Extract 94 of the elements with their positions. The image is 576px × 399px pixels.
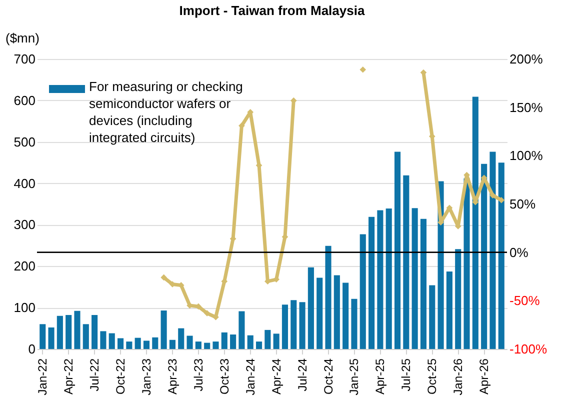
point: [498, 196, 505, 204]
bar: [186, 336, 193, 349]
bar: [282, 304, 288, 349]
bar: [299, 302, 306, 349]
y2-tick-label: 200%: [510, 52, 544, 66]
x-tick-label: Jul-24: [295, 358, 310, 392]
x-tick-label: Jan-23: [139, 358, 154, 396]
x-tick-label: Oct-24: [321, 358, 336, 395]
bar: [134, 338, 141, 349]
x-tick-label: Oct-25: [425, 358, 440, 395]
bar: [420, 218, 427, 349]
bar: [40, 324, 46, 349]
bar: [74, 310, 80, 349]
bar: [490, 152, 496, 349]
bar: [446, 272, 452, 349]
x-tick-label: Apr-26: [477, 358, 492, 395]
bar: [48, 327, 54, 349]
x-tick-label: Oct-22: [114, 358, 128, 395]
x-tick-label: Jan-26: [451, 358, 466, 396]
bar: [256, 342, 262, 349]
x-tick-label: Apr-25: [373, 358, 388, 395]
bar: [368, 216, 375, 349]
bar: [195, 342, 202, 349]
y-tick-label: 400: [14, 176, 36, 191]
y-tick-label: 100: [14, 300, 36, 316]
x-tick-label: Oct-23: [217, 358, 232, 395]
bar: [273, 334, 280, 349]
bar: [377, 210, 384, 349]
bar: [455, 249, 462, 349]
bar: [360, 234, 366, 349]
bar: [126, 342, 132, 349]
y-axis-title: ($mn): [6, 30, 40, 46]
x-tick-label: Apr-22: [62, 358, 76, 395]
bar: [290, 300, 297, 349]
bar: [472, 96, 478, 349]
bar: [143, 340, 150, 349]
y2-tick-label: -100%: [510, 342, 548, 356]
bar: [481, 164, 488, 349]
y2-tick-label: -50%: [510, 293, 540, 308]
bar: [221, 332, 228, 349]
bar: [342, 282, 349, 349]
chart-title: Import - Taiwan from Malaysia: [179, 3, 366, 18]
bar: [82, 324, 89, 349]
x-tick-label: Jan-22: [36, 358, 50, 396]
bar: [412, 208, 418, 349]
bar: [204, 342, 210, 349]
bar: [160, 310, 167, 349]
y-tick-label: 300: [14, 217, 36, 232]
bar: [247, 335, 254, 349]
x-tick-label: Jan-24: [243, 358, 258, 396]
legend-label: For measuring or checking semiconductor wafers or devices (including integrated circuits): [89, 79, 243, 145]
y-tick-label: 0: [28, 342, 36, 356]
bar: [238, 311, 245, 349]
bar: [169, 340, 176, 349]
point: [490, 192, 496, 198]
bar: [100, 331, 106, 349]
bar: [316, 278, 323, 349]
y-tick-label: 700: [14, 52, 36, 66]
bar: [325, 246, 332, 349]
y2-tick-label: 0%: [510, 244, 529, 260]
y2-tick-label: 150%: [510, 100, 544, 115]
x-tick-label: Apr-23: [165, 358, 180, 395]
bar: [394, 152, 401, 349]
point: [160, 274, 167, 281]
point: [360, 66, 366, 73]
bar: [178, 328, 184, 349]
x-tick-label: Jul-23: [191, 358, 206, 392]
bar: [117, 338, 124, 349]
x-tick-label: Jan-25: [347, 358, 362, 396]
bar: [152, 337, 158, 349]
bar: [386, 208, 392, 349]
bar: [66, 315, 72, 349]
bar: [498, 162, 504, 349]
bar: [429, 285, 436, 349]
point: [204, 310, 210, 316]
y-tick-label: 200: [14, 258, 36, 274]
y-tick-label: 600: [14, 92, 36, 108]
bar: [308, 267, 314, 349]
bar: [351, 298, 358, 349]
bar: [403, 175, 410, 349]
x-tick-label: Apr-24: [269, 358, 284, 395]
bar: [212, 342, 219, 349]
bar: [264, 330, 271, 349]
bar: [92, 315, 98, 349]
bar: [56, 316, 63, 349]
y2-tick-label: 50%: [510, 196, 536, 212]
bar: [108, 333, 115, 349]
y-tick-label: 500: [14, 134, 36, 150]
bar: [230, 334, 236, 349]
y2-tick-label: 100%: [510, 148, 544, 164]
bar: [464, 178, 470, 349]
x-tick-label: Jul-25: [399, 358, 414, 392]
x-tick-label: Jul-22: [88, 358, 102, 392]
bar: [334, 275, 340, 349]
